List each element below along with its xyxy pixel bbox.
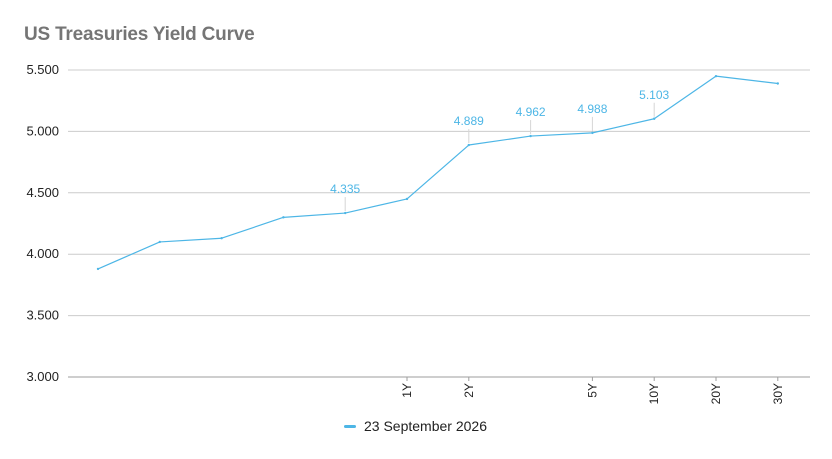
- data-point: [467, 143, 470, 147]
- data-point: [220, 237, 223, 240]
- data-point: [714, 74, 718, 78]
- y-tick-label: 5.000: [26, 123, 59, 138]
- x-tick-label: 5Y: [585, 383, 599, 398]
- y-tick-label: 3.500: [26, 308, 59, 323]
- legend-label: 23 September 2026: [364, 418, 487, 434]
- y-tick-label: 3.000: [26, 369, 59, 384]
- data-label: 5.103: [639, 88, 669, 102]
- x-tick-label: 10Y: [647, 383, 661, 404]
- data-label: 4.335: [330, 182, 360, 196]
- data-label: 4.988: [577, 102, 607, 116]
- data-point: [591, 131, 594, 135]
- data-point: [344, 211, 347, 215]
- data-point: [405, 197, 409, 201]
- data-point: [158, 240, 161, 244]
- data-point: [96, 267, 100, 271]
- chart-title: US Treasuries Yield Curve: [24, 24, 255, 45]
- data-label: 4.889: [454, 114, 484, 128]
- data-label: 4.962: [516, 105, 546, 119]
- series-line: [97, 75, 778, 270]
- data-point: [282, 216, 285, 219]
- x-tick-label: 20Y: [709, 383, 723, 404]
- x-tick-label: 2Y: [462, 383, 476, 398]
- y-tick-label: 4.500: [26, 185, 59, 200]
- legend: 23 September 2026: [344, 418, 487, 434]
- y-tick-label: 5.500: [26, 62, 59, 77]
- data-point: [776, 82, 779, 85]
- data-point: [529, 134, 532, 138]
- y-tick-label: 4.000: [26, 246, 59, 261]
- data-point: [653, 117, 656, 120]
- x-tick-label: 1Y: [400, 383, 414, 398]
- legend-swatch: [344, 424, 356, 428]
- x-tick-label: 30Y: [771, 383, 785, 404]
